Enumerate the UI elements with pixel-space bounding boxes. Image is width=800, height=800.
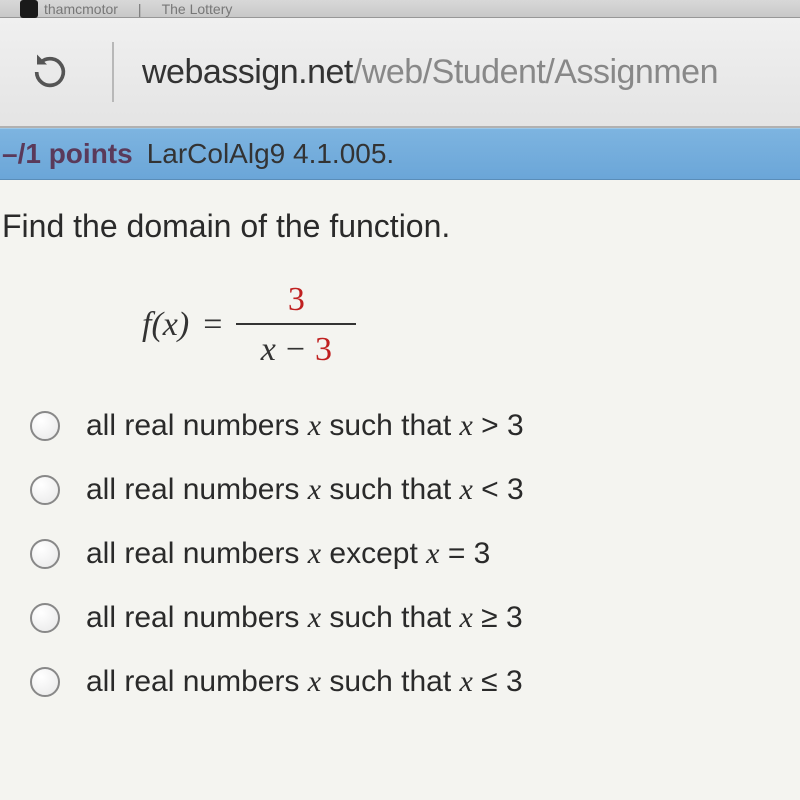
- function-formula: f(x) = 3 x − 3: [142, 281, 800, 369]
- tab-icon: [20, 0, 38, 18]
- denom-minus: −: [286, 331, 305, 369]
- tab-divider: |: [138, 1, 142, 17]
- tab-fragment-2[interactable]: The Lottery: [162, 1, 233, 17]
- denom-value: 3: [315, 331, 332, 369]
- browser-tab-bar: thamcmotor | The Lottery: [0, 0, 800, 18]
- points-label: –/1 points: [2, 138, 133, 170]
- question-header-bar: –/1 points LarColAlg9 4.1.005.: [0, 128, 800, 180]
- reload-button[interactable]: [28, 50, 72, 94]
- option-text: all real numbers x such that x < 3: [86, 473, 524, 507]
- url-path: /web/Student/Assignmen: [353, 53, 718, 91]
- option-5[interactable]: all real numbers x such that x ≤ 3: [30, 665, 800, 699]
- function-lhs: f(x): [142, 306, 189, 344]
- fraction: 3 x − 3: [236, 281, 356, 369]
- option-2[interactable]: all real numbers x such that x < 3: [30, 473, 800, 507]
- answer-options: all real numbers x such that x > 3 all r…: [30, 409, 800, 699]
- option-text: all real numbers x such that x ≥ 3: [86, 601, 523, 635]
- radio-icon: [30, 603, 60, 633]
- question-source: LarColAlg9 4.1.005.: [147, 138, 395, 170]
- option-3[interactable]: all real numbers x except x = 3: [30, 537, 800, 571]
- radio-icon: [30, 475, 60, 505]
- option-text: all real numbers x such that x > 3: [86, 409, 524, 443]
- tab-label: The Lottery: [162, 1, 233, 17]
- tab-fragment-1[interactable]: thamcmotor: [20, 0, 118, 18]
- radio-icon: [30, 667, 60, 697]
- denom-x: x: [261, 331, 276, 369]
- url-display[interactable]: webassign.net/web/Student/Assignmen: [142, 53, 718, 92]
- option-1[interactable]: all real numbers x such that x > 3: [30, 409, 800, 443]
- option-4[interactable]: all real numbers x such that x ≥ 3: [30, 601, 800, 635]
- address-separator: [112, 42, 114, 102]
- option-text: all real numbers x except x = 3: [86, 537, 490, 571]
- reload-icon: [30, 52, 70, 92]
- option-text: all real numbers x such that x ≤ 3: [86, 665, 523, 699]
- tab-label: thamcmotor: [44, 1, 118, 17]
- denominator: x − 3: [261, 325, 332, 369]
- radio-icon: [30, 411, 60, 441]
- url-host: webassign.net: [142, 53, 353, 91]
- address-bar-area: webassign.net/web/Student/Assignmen: [0, 18, 800, 128]
- question-content: Find the domain of the function. f(x) = …: [0, 180, 800, 800]
- question-prompt: Find the domain of the function.: [2, 208, 800, 245]
- equals-sign: =: [203, 306, 222, 344]
- numerator: 3: [282, 281, 311, 323]
- radio-icon: [30, 539, 60, 569]
